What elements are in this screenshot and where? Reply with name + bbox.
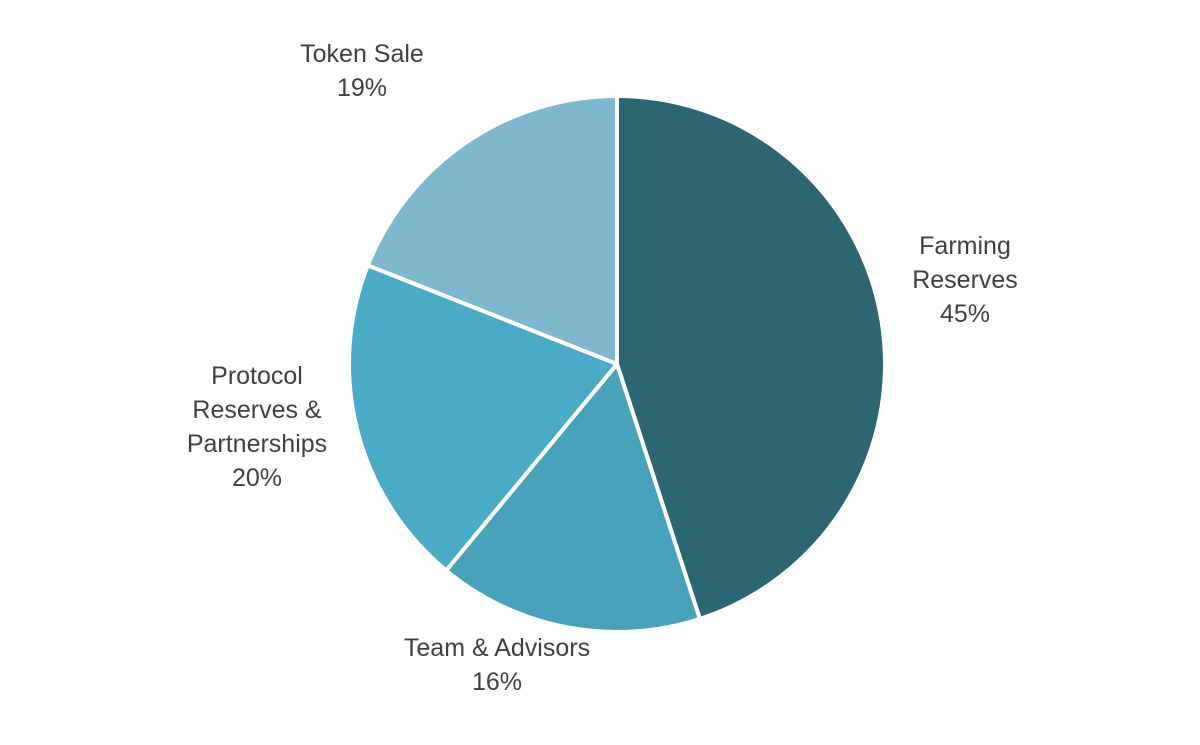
pie-slice-name: Farming xyxy=(919,232,1011,260)
pie-slice-name: Partnerships xyxy=(187,430,327,458)
pie-slice-value: 16% xyxy=(472,668,522,696)
pie-slice-label: Protocol Reserves & Partnerships 20% xyxy=(187,362,327,492)
pie-slice xyxy=(615,94,887,621)
pie-labels: Farming Reserves 45% Team & Advisors 16% Prot… xyxy=(187,40,1018,696)
pie-slice-name: Team & Advisors xyxy=(404,634,590,662)
pie-slice-label: Farming Reserves 45% xyxy=(912,232,1018,328)
pie-slice-value: 45% xyxy=(940,300,990,328)
pie-slice-value: 19% xyxy=(337,74,387,102)
pie-slice-label: Team & Advisors 16% xyxy=(404,634,590,696)
pie-slice-name: Reserves xyxy=(912,266,1018,294)
pie-slices xyxy=(347,94,887,634)
pie-slice-name: Reserves & xyxy=(192,396,322,424)
pie-slice-name: Token Sale xyxy=(300,40,424,68)
pie-slice-value: 20% xyxy=(232,464,282,492)
pie-slice-label: Token Sale 19% xyxy=(300,40,424,102)
pie-slice-name: Protocol xyxy=(211,362,303,390)
pie-slice xyxy=(444,362,702,634)
pie-slice xyxy=(365,94,619,366)
pie-slice xyxy=(347,263,619,573)
